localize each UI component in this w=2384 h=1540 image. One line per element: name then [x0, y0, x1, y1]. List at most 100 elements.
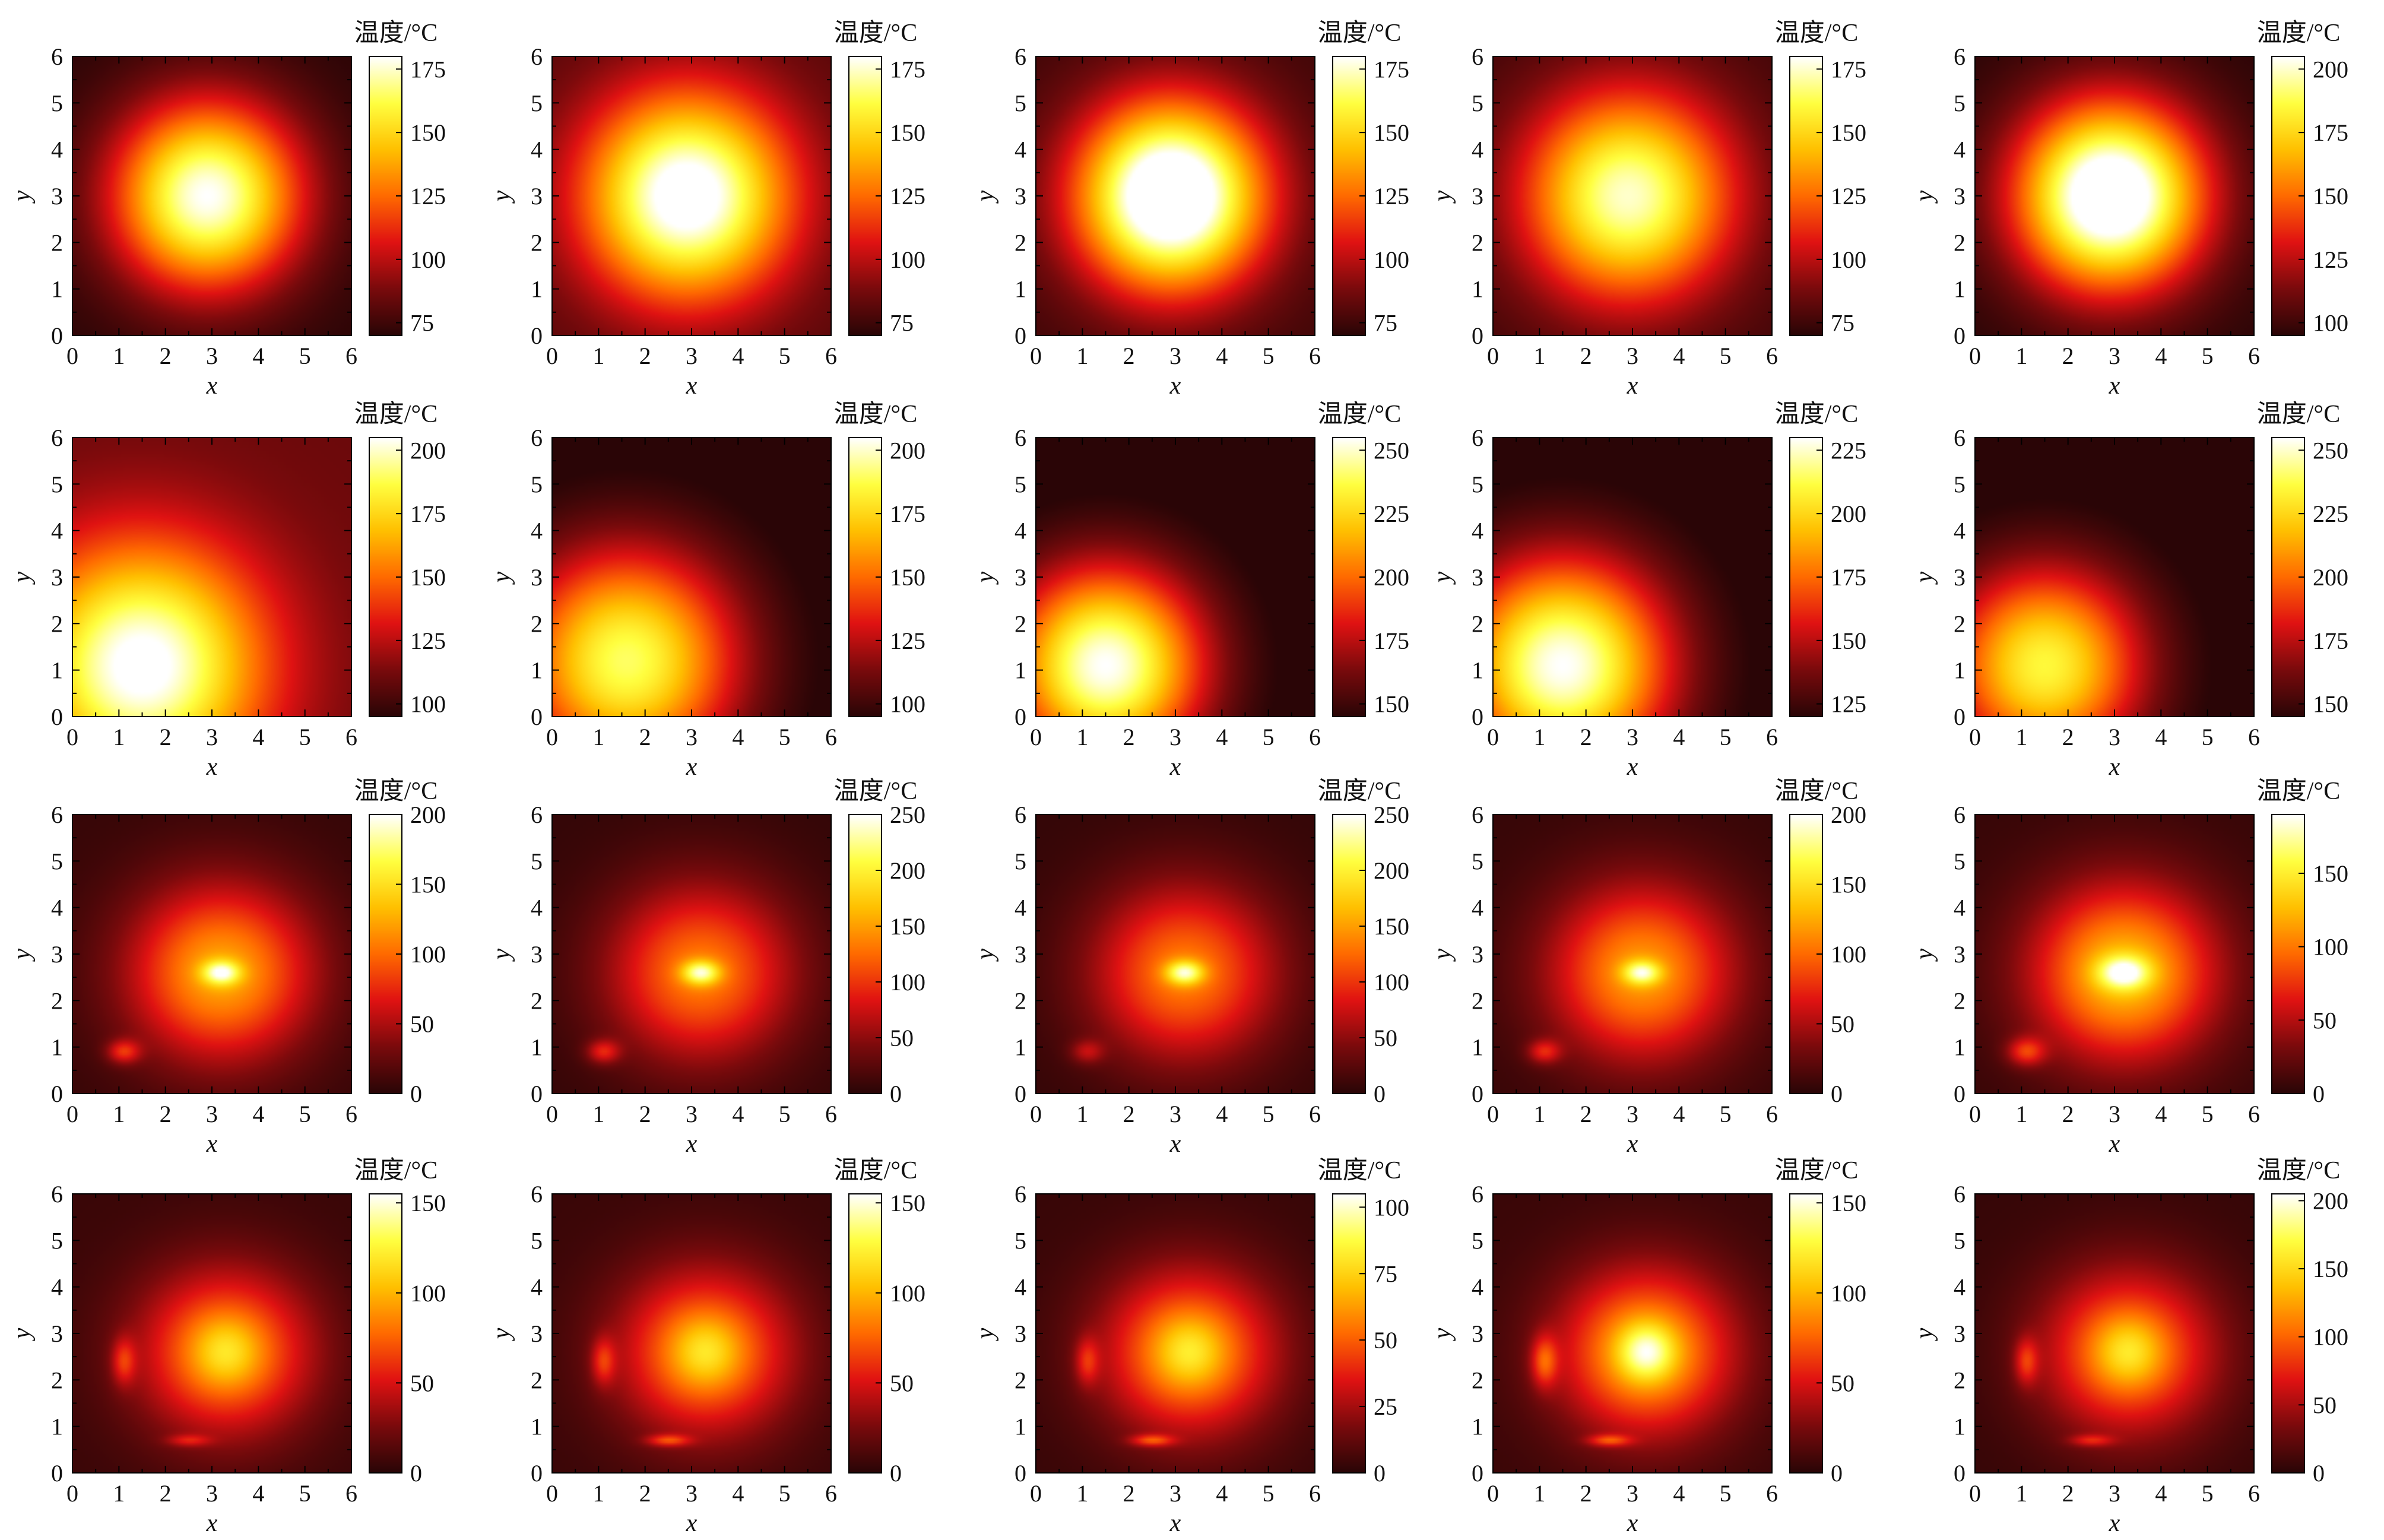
colorbar-tick-label: 0: [1831, 1460, 1843, 1487]
y-tick-label: 2: [531, 987, 543, 1014]
x-tick-label: 2: [160, 724, 172, 750]
y-axis-label: y: [488, 571, 515, 585]
colorbar-tick-label: 100: [890, 691, 925, 718]
y-tick-label: 3: [1954, 183, 1965, 210]
colorbar-title: 温度/°C: [1775, 778, 1858, 805]
x-tick-label: 4: [252, 1480, 264, 1507]
x-axis-label: x: [2109, 753, 2120, 781]
x-axis-label: x: [2109, 372, 2120, 400]
y-tick-label: 1: [1954, 1034, 1965, 1061]
x-tick-label: 0: [546, 724, 558, 750]
y-tick-label: 2: [51, 610, 63, 637]
colorbar-frame: [1332, 814, 1366, 1094]
x-axis-label: x: [686, 1510, 698, 1537]
x-tick-label: 2: [1123, 1480, 1135, 1507]
colorbar-tick-label: 150: [2313, 183, 2348, 210]
y-tick-label: 2: [1015, 1367, 1026, 1393]
x-tick-label: 5: [1720, 724, 1732, 750]
colorbar-tick-label: 0: [1374, 1460, 1386, 1487]
colorbar-tick-label: 175: [1374, 56, 1409, 83]
x-tick-label: 0: [66, 1101, 78, 1127]
colorbar-title: 温度/°C: [1318, 401, 1401, 428]
heatmap-image: [1493, 56, 1772, 335]
heatmap-panel: 0 1 2 3 4 5 6 0 1 2 3 4 5 6 x y 100 125 150 175 200 温度/°C: [1911, 20, 2348, 400]
y-axis-label: y: [1429, 571, 1456, 585]
x-tick-label: 2: [639, 1480, 651, 1507]
colorbar-title: 温度/°C: [834, 401, 917, 428]
x-tick-label: 4: [1216, 1480, 1228, 1507]
y-tick-label: 6: [1954, 424, 1965, 451]
y-tick-label: 3: [1472, 941, 1483, 968]
y-tick-label: 4: [1954, 1274, 1965, 1301]
y-tick-label: 5: [1472, 1227, 1483, 1254]
colorbar-tick-label: 100: [410, 691, 446, 718]
y-tick-label: 4: [1954, 895, 1965, 921]
heatmap-panel: 0 1 2 3 4 5 6 0 1 2 3 4 5 6 x y 75 100 125 150 175 温度/°C: [8, 20, 446, 400]
colorbar-title: 温度/°C: [354, 1157, 438, 1184]
x-tick-label: 4: [732, 724, 744, 750]
colorbar-tick-label: 100: [890, 969, 925, 996]
x-tick-label: 3: [686, 1101, 698, 1127]
y-tick-label: 6: [1472, 424, 1483, 451]
y-tick-label: 5: [1472, 848, 1483, 874]
x-tick-label: 3: [686, 343, 698, 369]
y-axis-label: y: [8, 571, 36, 585]
y-tick-label: 5: [51, 471, 63, 498]
heatmap-image: [552, 438, 831, 717]
y-tick-label: 6: [1954, 801, 1965, 828]
y-tick-label: 0: [51, 1080, 63, 1107]
y-tick-label: 0: [1015, 704, 1026, 730]
y-tick-label: 3: [51, 1320, 63, 1347]
colorbar-tick-label: 250: [890, 801, 925, 828]
x-tick-label: 3: [1169, 724, 1181, 750]
colorbar-tick-label: 50: [890, 1025, 914, 1051]
heatmap-image: [552, 815, 831, 1094]
x-tick-label: 1: [2015, 1101, 2027, 1127]
y-tick-label: 0: [1954, 322, 1965, 349]
colorbar-tick-label: 150: [1374, 913, 1409, 940]
heatmap-panel: 0 1 2 3 4 5 6 0 1 2 3 4 5 6 x y 150 175 200 225 250 温度/°C: [972, 401, 1409, 781]
x-tick-label: 5: [1263, 1101, 1275, 1127]
x-tick-label: 3: [206, 724, 218, 750]
y-tick-label: 1: [1472, 657, 1483, 684]
x-tick-label: 0: [1969, 1101, 1981, 1127]
colorbar-tick-label: 0: [890, 1080, 902, 1107]
y-tick-label: 6: [1954, 1181, 1965, 1208]
y-tick-label: 1: [1015, 1414, 1026, 1440]
y-tick-label: 2: [1015, 987, 1026, 1014]
colorbar-tick-label: 50: [1374, 1025, 1397, 1051]
colorbar-title: 温度/°C: [1775, 401, 1858, 428]
x-tick-label: 0: [1487, 724, 1499, 750]
y-tick-label: 0: [531, 1080, 543, 1107]
colorbar-tick-label: 50: [890, 1370, 914, 1396]
x-tick-label: 3: [2109, 1480, 2120, 1507]
colorbar-frame: [2271, 814, 2305, 1094]
y-tick-label: 0: [1472, 704, 1483, 730]
y-tick-label: 6: [1954, 43, 1965, 70]
y-tick-label: 1: [1954, 276, 1965, 303]
colorbar-tick-label: 50: [2313, 1007, 2337, 1034]
heatmap-panel: 0 1 2 3 4 5 6 0 1 2 3 4 5 6 x y 0 50 100 150 温度/°C: [1429, 1157, 1866, 1537]
colorbar: [369, 1194, 402, 1473]
y-tick-label: 5: [1954, 90, 1965, 116]
y-tick-label: 1: [1472, 1414, 1483, 1440]
x-tick-label: 6: [825, 724, 837, 750]
y-tick-label: 5: [1015, 1227, 1026, 1254]
x-tick-label: 1: [113, 343, 125, 369]
y-tick-label: 3: [1954, 564, 1965, 591]
x-tick-label: 2: [1580, 1101, 1592, 1127]
x-tick-label: 4: [252, 1101, 264, 1127]
x-tick-label: 1: [1533, 1480, 1545, 1507]
x-tick-label: 4: [732, 1480, 744, 1507]
y-axis-label: y: [8, 948, 36, 962]
y-tick-label: 3: [531, 941, 543, 968]
colorbar-tick-label: 100: [1374, 969, 1409, 996]
colorbar-tick-label: 150: [410, 119, 446, 146]
y-tick-label: 6: [1015, 1181, 1026, 1208]
x-tick-label: 0: [1487, 1480, 1499, 1507]
colorbar-tick-label: 150: [2313, 691, 2348, 718]
